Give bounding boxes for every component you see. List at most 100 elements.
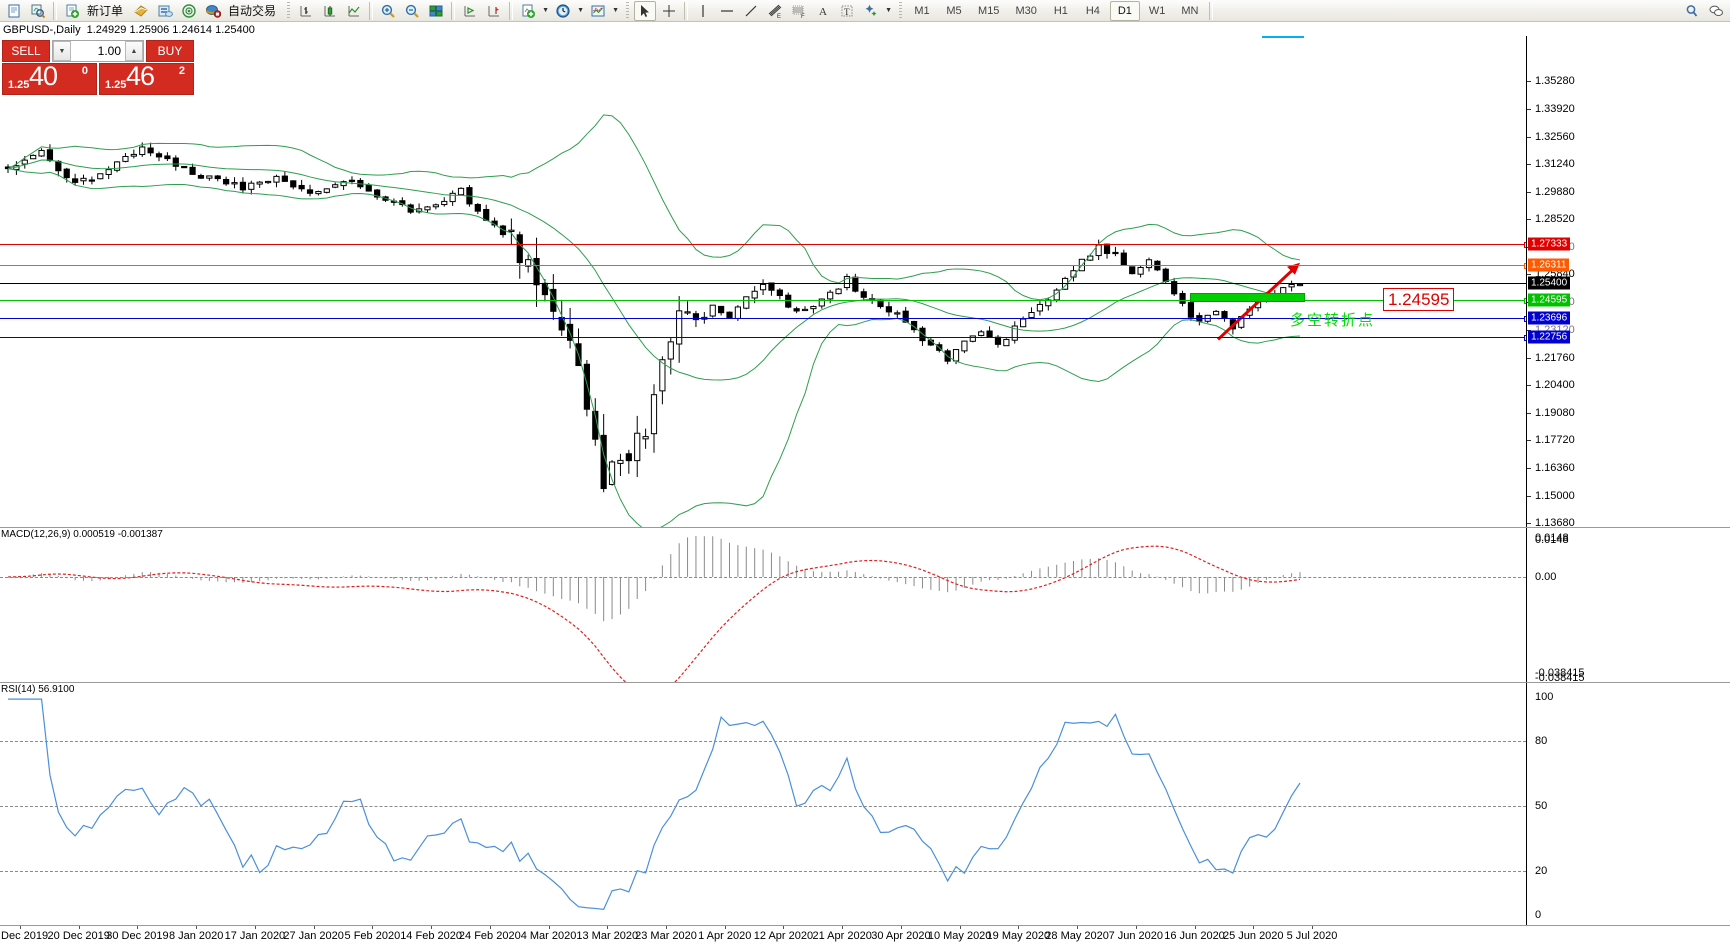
price-tick <box>1527 357 1531 359</box>
volume-input[interactable]: 1.00 <box>97 44 121 58</box>
line-handle[interactable] <box>1524 297 1526 304</box>
autotrading-button[interactable]: 自动交易 <box>228 4 277 18</box>
price-tick <box>1527 219 1531 221</box>
timeframe-d1[interactable]: D1 <box>1109 0 1140 21</box>
current-price-line[interactable] <box>0 283 1526 285</box>
support-line-1-chip[interactable]: 1.23696 <box>1528 311 1571 325</box>
timeframe-m1[interactable]: M1 <box>914 4 930 17</box>
rsi-pane[interactable]: RSI(14) 56.9100 100 80 50 20 0 <box>0 682 1730 925</box>
rsi-plot-area[interactable] <box>0 683 1526 925</box>
support-line-1[interactable] <box>0 316 1526 323</box>
resistance-line-1[interactable] <box>0 241 1526 248</box>
candlestick-chart-icon[interactable] <box>319 1 341 21</box>
chart-container[interactable]: 1.24595 多空转折点 1.35280 1.33920 1.32560 1.312… <box>0 36 1730 948</box>
new-order-icon[interactable] <box>61 1 83 21</box>
price-scale-label: 1.19080 <box>1535 406 1575 419</box>
cursor-icon[interactable] <box>634 0 657 21</box>
sell-button[interactable]: SELL <box>2 40 50 62</box>
vertical-line-icon[interactable] <box>692 1 714 21</box>
sell-price-display[interactable]: 1.25 40 0 <box>2 61 97 95</box>
timeframe-h1[interactable]: H1 <box>1053 4 1068 17</box>
crosshair-icon[interactable] <box>658 1 680 21</box>
stepper-up-icon[interactable]: ▲ <box>125 41 143 61</box>
price-scale[interactable]: 1.35280 1.33920 1.32560 1.31240 1.29880 1.285… <box>1526 36 1730 529</box>
new-chart-icon[interactable] <box>3 1 25 21</box>
resistance-line-1-chip[interactable]: 1.27333 <box>1528 237 1571 251</box>
chart-shift-icon[interactable] <box>459 1 481 21</box>
stepper-down-icon[interactable]: ▼ <box>53 41 71 61</box>
scroll-marker[interactable] <box>1262 36 1304 38</box>
fibonacci-icon[interactable]: F <box>788 1 810 21</box>
expert-advisor-icon[interactable] <box>130 1 152 21</box>
templates-icon[interactable] <box>587 1 609 21</box>
date-tick <box>489 926 491 929</box>
line-handle[interactable] <box>1524 316 1526 323</box>
rsi-scale-label: 80 <box>1535 734 1548 747</box>
grid-windows-icon[interactable] <box>425 1 447 21</box>
one-click-trading-panel: SELL ▼ 1.00 ▲ BUY 1.25 40 0 1.25 46 2 <box>2 40 194 95</box>
pivot-line-chip[interactable]: 1.24595 <box>1528 293 1571 307</box>
timeframe-m5[interactable]: M5 <box>946 4 962 17</box>
price-plot-area[interactable]: 1.24595 多空转折点 <box>0 36 1526 527</box>
text-icon[interactable]: A <box>812 1 834 21</box>
buy-price-big: 46 <box>126 61 155 91</box>
date-axis-label: 8 Jan 2020 <box>168 930 224 942</box>
trendline-icon[interactable] <box>740 1 762 21</box>
line-handle[interactable] <box>1524 335 1526 342</box>
rsi-scale[interactable]: 100 80 50 20 0 <box>1526 683 1730 925</box>
zoom-out-icon[interactable] <box>401 1 423 21</box>
date-tick <box>1018 926 1020 929</box>
macd-plot-area[interactable] <box>0 528 1526 682</box>
volume-stepper[interactable]: ▼ 1.00 ▲ <box>52 40 144 62</box>
toolbar-grip[interactable] <box>285 1 292 20</box>
current-price-line-chip[interactable]: 1.25400 <box>1528 276 1571 290</box>
period-clock-icon[interactable] <box>552 1 574 21</box>
templates-dropdown-icon[interactable]: ▼ <box>612 7 619 14</box>
resistance-line-2[interactable] <box>0 262 1526 269</box>
date-tick <box>548 926 550 929</box>
buy-button[interactable]: BUY <box>146 40 194 62</box>
support-line-2-chip[interactable]: 1.22756 <box>1528 330 1571 344</box>
shapes-icon[interactable] <box>860 1 882 21</box>
toolbar-grip[interactable] <box>624 1 631 20</box>
date-axis-label: 24 Feb 2020 <box>458 930 521 942</box>
chat-icon[interactable] <box>1705 1 1727 21</box>
add-indicator-dropdown-icon[interactable]: ▼ <box>542 7 549 14</box>
buy-price-display[interactable]: 1.25 46 2 <box>99 61 194 95</box>
timeframe-h4[interactable]: H4 <box>1085 4 1100 17</box>
zoom-in-icon[interactable] <box>377 1 399 21</box>
timeframe-m15[interactable]: M15 <box>978 4 1000 17</box>
auto-scroll-icon[interactable] <box>483 1 505 21</box>
text-label-icon[interactable]: T <box>836 1 858 21</box>
date-axis-label: 5 Feb 2020 <box>344 930 401 942</box>
equidistant-channel-icon[interactable]: E <box>764 1 786 21</box>
line-handle[interactable] <box>1524 241 1526 248</box>
line-chart-icon[interactable] <box>343 1 365 21</box>
horizontal-line-icon[interactable] <box>716 1 738 21</box>
macd-scale[interactable]: 0.0148 0.00 -0.038415 0.0148 -0.038415 <box>1526 528 1730 684</box>
price-scale-label: 1.20400 <box>1535 379 1575 392</box>
rsi-level-80 <box>0 740 1526 742</box>
timeframe-mn[interactable]: MN <box>1181 4 1199 17</box>
oct-price-row: 1.25 40 0 1.25 46 2 <box>2 61 194 95</box>
toolbar-grip[interactable] <box>897 1 904 20</box>
search-icon[interactable] <box>1681 1 1703 21</box>
timeframe-m30[interactable]: M30 <box>1015 4 1037 17</box>
period-dropdown-icon[interactable]: ▼ <box>577 7 584 14</box>
autotrading-icon[interactable] <box>202 1 224 21</box>
resistance-line-2-chip[interactable]: 1.26311 <box>1528 258 1570 272</box>
data-center-icon[interactable] <box>154 1 176 21</box>
add-indicator-icon[interactable] <box>517 1 539 21</box>
line-handle[interactable] <box>1524 262 1526 269</box>
signals-icon[interactable] <box>178 1 200 21</box>
chart-inspect-icon[interactable] <box>27 1 49 21</box>
support-line-2[interactable] <box>0 335 1526 342</box>
pivot-line[interactable] <box>0 297 1526 304</box>
bar-chart-icon[interactable] <box>295 1 317 21</box>
price-pane[interactable]: 1.24595 多空转折点 1.35280 1.33920 1.32560 1.312… <box>0 36 1730 529</box>
macd-pane[interactable]: MACD(12,26,9) 0.000519 -0.001387 0.0148 0… <box>0 527 1730 684</box>
shapes-dropdown-icon[interactable]: ▼ <box>885 7 892 14</box>
timeframe-w1[interactable]: W1 <box>1148 4 1166 17</box>
new-order-button[interactable]: 新订单 <box>87 4 124 18</box>
